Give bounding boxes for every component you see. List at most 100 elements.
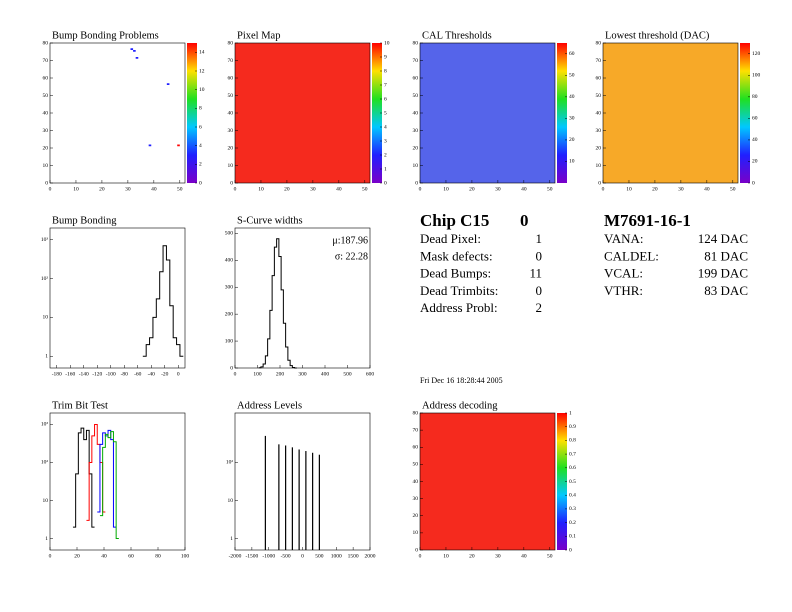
x-tick-label: 300 [298,371,307,377]
panel-title: Bump Bonding [52,215,117,226]
y-tick-label: 50 [228,93,234,99]
panel-title: Trim Bit Test [52,400,108,411]
y-tick-label: 80 [228,40,234,46]
setting-label: VTHR: [604,283,643,298]
x-tick-label: 0 [234,186,237,192]
x-tick-label: 20 [284,186,290,192]
y-tick-label: 70 [413,58,419,64]
x-tick-label: -60 [134,371,142,377]
y-tick-label: 10 [228,163,234,169]
y-tick-label: 300 [225,284,234,290]
x-tick-label: 50 [547,553,553,559]
y-tick-label: 80 [413,40,419,46]
histogram [99,431,119,540]
date: Fri Dec 16 18:28:44 2005 [420,376,503,385]
stat-label: Address Probl: [420,300,498,315]
palette-tick-label: 4 [199,143,202,149]
setting-value: 83 DAC [704,283,748,298]
panel-title: Pixel Map [237,30,280,41]
y-tick-label: 20 [413,513,419,519]
heatmap-cell [148,144,152,147]
frame [49,412,186,551]
palette-tick-label: 10 [569,159,575,165]
palette [557,413,567,550]
x-tick-label: 20 [652,186,658,192]
y-tick-label: 10 [43,315,49,321]
x-tick-label: 80 [155,553,161,559]
heatmap-field [420,413,555,550]
x-tick-label: 30 [495,553,501,559]
palette-tick-label: 50 [569,73,575,79]
palette-tick-label: 12 [199,68,205,74]
x-tick-label: 0 [177,371,180,377]
y-tick-label: 60 [413,445,419,451]
palette-tick-label: 0.9 [569,424,576,430]
y-tick-label: 0 [230,365,233,371]
y-tick-label: 40 [228,110,234,116]
y-tick-label: 50 [596,93,602,99]
x-tick-label: -100 [106,371,116,377]
y-tick-label: 1 [230,536,233,542]
palette-tick-label: 0.3 [569,506,576,512]
x-tick-label: 40 [704,186,710,192]
x-tick-label: 40 [336,186,342,192]
x-tick-label: 10 [73,186,79,192]
y-tick-label: 80 [413,410,419,416]
palette-tick-label: 2 [199,162,202,168]
x-tick-label: 20 [74,553,80,559]
heatmap-cell [135,57,139,59]
x-tick-label: 20 [99,186,105,192]
y-tick-label: 10³ [41,422,49,428]
palette-tick-label: 0.5 [569,479,576,485]
y-tick-label: 30 [228,128,234,134]
palette-tick-label: 20 [569,137,575,143]
palette-tick-label: 10 [384,40,390,46]
palette [557,43,567,183]
module-name: M7691-16-1 [604,211,691,230]
stat-label: Dead Bumps: [420,266,491,281]
x-tick-label: -140 [79,371,89,377]
y-tick-label: 30 [413,496,419,502]
palette-tick-label: 1 [384,166,387,172]
setting-label: VCAL: [604,266,643,281]
palette-tick-label: 60 [752,116,758,122]
palette [187,43,197,183]
stat-label: Dead Trimbits: [420,283,498,298]
y-tick-label: 40 [413,479,419,485]
x-tick-label: 0 [301,553,304,559]
stat-value: 2 [536,300,543,315]
y-tick-label: 40 [43,110,49,116]
y-tick-label: 50 [43,93,49,99]
heatmap-field [235,43,370,183]
y-tick-label: 70 [43,58,49,64]
histogram [97,429,117,528]
x-tick-label: 40 [521,186,527,192]
palette-tick-label: 0 [199,180,202,186]
palette-tick-label: 30 [569,116,575,122]
y-tick-label: 0 [415,180,418,186]
palette-tick-label: 0 [384,180,387,186]
palette-tick-label: 8 [384,68,387,74]
y-tick-label: 1 [45,354,48,360]
stat-label: Dead Pixel: [420,231,481,246]
x-tick-label: 10 [258,186,264,192]
palette-tick-label: 7 [384,82,387,88]
palette-tick-label: 0 [569,547,572,553]
y-tick-label: 10 [413,530,419,536]
y-tick-label: 500 [225,231,234,237]
palette-tick-label: 10 [199,87,205,93]
y-tick-label: 10 [43,498,49,504]
palette-tick-label: 0 [752,180,755,186]
y-tick-label: 20 [413,145,419,151]
heatmap-field [50,43,185,183]
palette-tick-label: 8 [199,106,202,112]
y-tick-label: 60 [228,75,234,81]
stat-value: 11 [529,266,542,281]
palette-tick-label: 3 [384,138,387,144]
chip: Chip C15 [420,211,489,230]
x-tick-label: 20 [469,186,475,192]
stat-text: μ:187.96 [332,235,368,246]
y-tick-label: 400 [225,258,234,264]
y-tick-label: 0 [598,180,601,186]
